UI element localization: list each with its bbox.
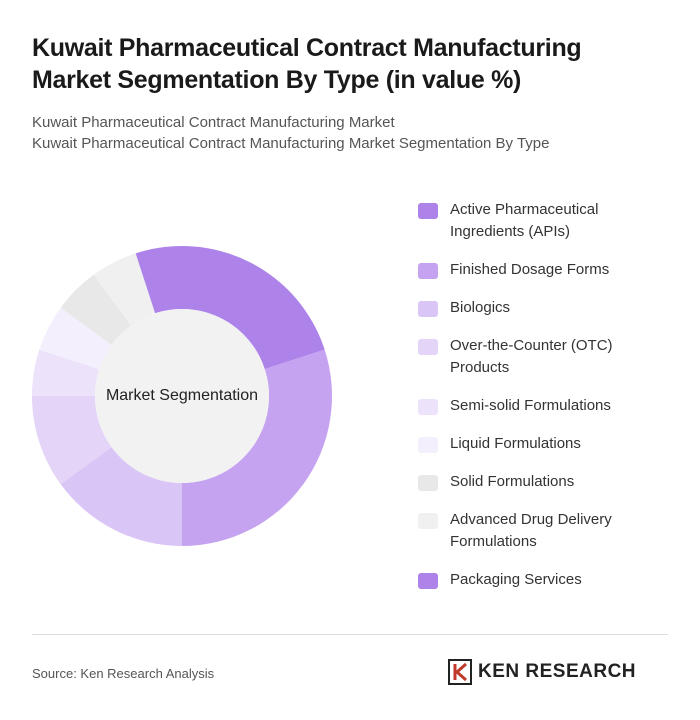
legend-swatch <box>418 437 438 453</box>
legend-item: Finished Dosage Forms <box>418 259 658 281</box>
logo: KEN RESEARCH <box>448 659 636 685</box>
legend-label: Liquid Formulations <box>450 435 581 452</box>
legend: Active Pharmaceutical Ingredients (APIs)… <box>418 199 658 607</box>
legend-label: Semi-solid Formulations <box>450 397 611 414</box>
donut-segment <box>182 349 333 546</box>
legend-label: Finished Dosage Forms <box>450 261 610 278</box>
legend-item: Packaging Services <box>418 569 658 591</box>
legend-label: Packaging Services <box>450 571 582 588</box>
legend-swatch <box>418 513 438 529</box>
donut-segment <box>60 274 131 345</box>
logo-icon <box>448 659 472 685</box>
divider <box>32 634 668 635</box>
legend-swatch <box>418 399 438 415</box>
legend-item: Liquid Formulations <box>418 433 658 455</box>
subtitle: Kuwait Pharmaceutical Contract Manufactu… <box>32 114 395 131</box>
legend-swatch <box>418 573 438 589</box>
donut-segment <box>39 307 112 370</box>
center-label: Market Segmentation <box>106 387 258 404</box>
donut-segment <box>182 246 325 370</box>
legend-swatch <box>418 203 438 219</box>
logo-text: KEN RESEARCH <box>478 661 637 682</box>
legend-swatch <box>418 263 438 279</box>
donut-chart: Market Segmentation <box>32 246 333 546</box>
donut-segment <box>32 396 112 485</box>
legend-item: Advanced Drug Delivery Formulations <box>418 509 658 553</box>
legend-item: Semi-solid Formulations <box>418 395 658 417</box>
title: Kuwait Pharmaceutical Contract Manufactu… <box>32 34 582 94</box>
legend-label: Over-the-Counter (OTC) Products <box>450 337 613 376</box>
legend-label: Biologics <box>450 299 511 316</box>
donut-center <box>95 309 269 483</box>
source: Source: Ken Research Analysis <box>32 666 215 681</box>
legend-item: Solid Formulations <box>418 471 658 493</box>
donut-segment <box>60 447 183 546</box>
donut-segment <box>32 349 100 396</box>
subtitle: Kuwait Pharmaceutical Contract Manufactu… <box>32 135 550 152</box>
donut-segment <box>93 253 156 326</box>
legend-label: Solid Formulations <box>450 473 575 490</box>
legend-item: Active Pharmaceutical Ingredients (APIs) <box>418 199 658 243</box>
legend-label: Advanced Drug Delivery Formulations <box>450 511 612 550</box>
legend-item: Over-the-Counter (OTC) Products <box>418 335 658 379</box>
donut-segment <box>135 246 182 314</box>
legend-swatch <box>418 301 438 317</box>
legend-label: Active Pharmaceutical Ingredients (APIs) <box>450 201 599 240</box>
legend-swatch <box>418 339 438 355</box>
legend-item: Biologics <box>418 297 658 319</box>
legend-swatch <box>418 475 438 491</box>
